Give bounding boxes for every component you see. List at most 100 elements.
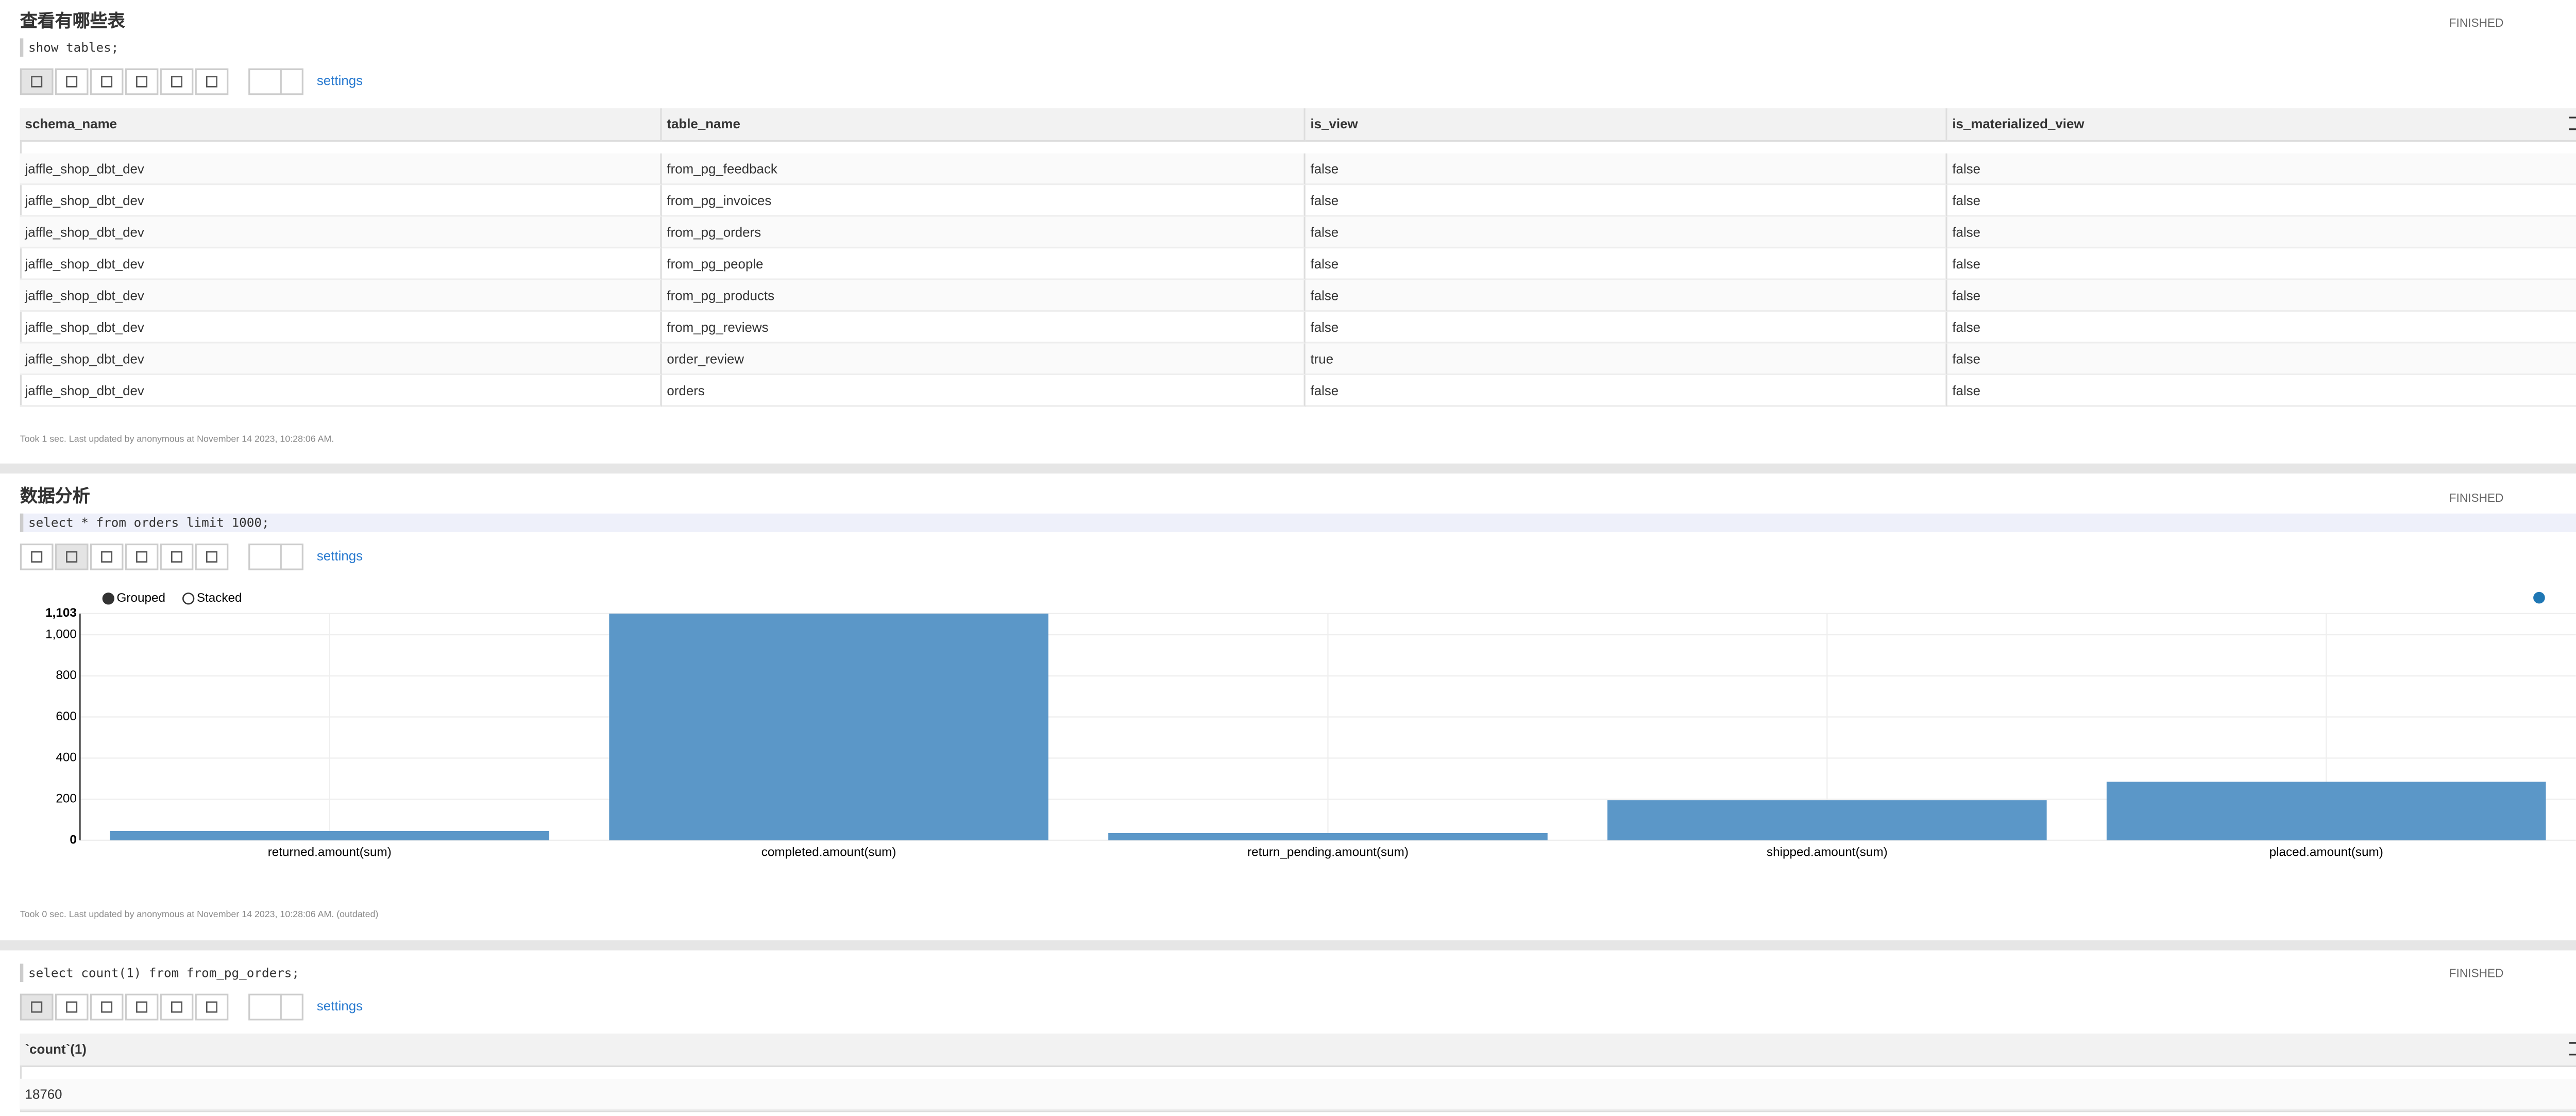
paragraph-footer: Took 0 sec. Last updated by anonymous at… <box>20 910 379 921</box>
table-cell: false <box>1947 343 2576 376</box>
table-cell: true <box>1305 343 1947 376</box>
table-cell: false <box>1947 248 2576 280</box>
table-cell: false <box>1305 248 1947 280</box>
chart-type-button[interactable] <box>90 993 124 1021</box>
icon <box>206 551 217 563</box>
icon <box>206 1001 217 1013</box>
y-tick-label: 600 <box>56 709 76 723</box>
chart-type-button[interactable] <box>195 543 229 570</box>
table-cell: false <box>1305 312 1947 344</box>
y-tick-label: 1,000 <box>45 627 77 641</box>
icon <box>31 1001 43 1013</box>
column-header[interactable]: `count`(1) <box>20 1034 2576 1068</box>
icon <box>31 551 43 563</box>
table-cell: false <box>1947 375 2576 407</box>
icon <box>101 551 113 563</box>
settings-link[interactable]: settings <box>316 548 363 564</box>
chart-type-button[interactable] <box>20 68 54 95</box>
mode-label: Stacked <box>197 591 242 605</box>
icon <box>66 76 78 88</box>
chart-type-button[interactable] <box>55 993 89 1021</box>
table-cell: false <box>1947 280 2576 312</box>
table-cell: false <box>1947 153 2576 185</box>
table-cell: false <box>1947 185 2576 217</box>
icon <box>171 76 183 88</box>
settings-link[interactable]: settings <box>316 73 363 89</box>
column-header[interactable]: is_materialized_view <box>1947 108 2576 142</box>
chart-type-button[interactable] <box>55 68 89 95</box>
y-tick-label: 1,103 <box>45 606 77 620</box>
chart-type-button[interactable] <box>160 993 194 1021</box>
paragraph-footer: Took 1 sec. Last updated by anonymous at… <box>20 435 334 446</box>
code-editor[interactable]: select count(1) from from_pg_orders; <box>20 963 299 983</box>
icon <box>31 76 43 88</box>
mode-radio <box>102 593 114 605</box>
table-cell: jaffle_shop_dbt_dev <box>20 185 662 217</box>
table-cell: jaffle_shop_dbt_dev <box>20 153 662 185</box>
chart-type-button[interactable] <box>90 68 124 95</box>
table-cell: false <box>1947 216 2576 249</box>
bar <box>110 831 550 840</box>
chart-type-button[interactable] <box>160 68 194 95</box>
table-cell: false <box>1305 153 1947 185</box>
download-menu[interactable] <box>280 543 303 570</box>
y-tick-label: 400 <box>56 751 76 765</box>
table-cell: orders <box>662 375 1306 407</box>
chart-type-button[interactable] <box>195 993 229 1021</box>
column-header[interactable]: schema_name <box>20 108 662 142</box>
download-button[interactable] <box>248 993 282 1021</box>
table-cell: false <box>1305 216 1947 249</box>
table-cell: jaffle_shop_dbt_dev <box>20 280 662 312</box>
table-cell: from_pg_orders <box>662 216 1306 249</box>
code-editor[interactable]: select * from orders limit 1000; <box>20 513 2576 532</box>
table-cell: false <box>1305 185 1947 217</box>
table-cell: from_pg_invoices <box>662 185 1306 217</box>
chart-type-button[interactable] <box>90 543 124 570</box>
chart-type-button[interactable] <box>125 993 159 1021</box>
column-header[interactable]: table_name <box>662 108 1306 142</box>
download-menu[interactable] <box>280 993 303 1021</box>
download-menu[interactable] <box>280 68 303 95</box>
bar <box>1108 833 1548 840</box>
mode-label: Grouped <box>117 591 165 605</box>
table-cell: 18760 <box>20 1078 2576 1111</box>
table-cell: false <box>1305 375 1947 407</box>
mode-radio <box>182 593 195 605</box>
table-menu[interactable] <box>2569 116 2576 130</box>
code-editor[interactable]: show tables; <box>20 38 119 57</box>
icon <box>101 1001 113 1013</box>
download-button[interactable] <box>248 68 282 95</box>
chart-type-button[interactable] <box>195 68 229 95</box>
table-cell: from_pg_products <box>662 280 1306 312</box>
icon <box>66 551 78 563</box>
x-tick-label: shipped.amount(sum) <box>1767 846 1888 859</box>
settings-link[interactable]: settings <box>316 999 363 1014</box>
x-tick-label: returned.amount(sum) <box>268 846 392 859</box>
icon <box>171 551 183 563</box>
chart-type-button[interactable] <box>55 543 89 570</box>
x-tick-label: return_pending.amount(sum) <box>1247 846 1409 859</box>
table-cell: from_pg_people <box>662 248 1306 280</box>
icon <box>66 1001 78 1013</box>
table-cell: false <box>1305 280 1947 312</box>
chart-type-button[interactable] <box>125 543 159 570</box>
paragraph-title: 数据分析 <box>20 486 90 507</box>
paragraph-status: FINISHED <box>2449 18 2504 30</box>
y-tick-label: 800 <box>56 668 76 682</box>
table-menu[interactable] <box>2569 1042 2576 1056</box>
icon <box>136 76 148 88</box>
download-button[interactable] <box>248 543 282 570</box>
bar <box>2106 782 2546 840</box>
chart-type-button[interactable] <box>125 68 159 95</box>
separator <box>0 463 2576 474</box>
column-header[interactable]: is_view <box>1305 108 1947 142</box>
table-cell: false <box>1947 312 2576 344</box>
chart-type-button[interactable] <box>160 543 194 570</box>
table-cell: jaffle_shop_dbt_dev <box>20 312 662 344</box>
chart-type-button[interactable] <box>20 543 54 570</box>
chart-control[interactable] <box>2533 591 2545 604</box>
chart-type-button[interactable] <box>20 993 54 1021</box>
table-cell: from_pg_reviews <box>662 312 1306 344</box>
